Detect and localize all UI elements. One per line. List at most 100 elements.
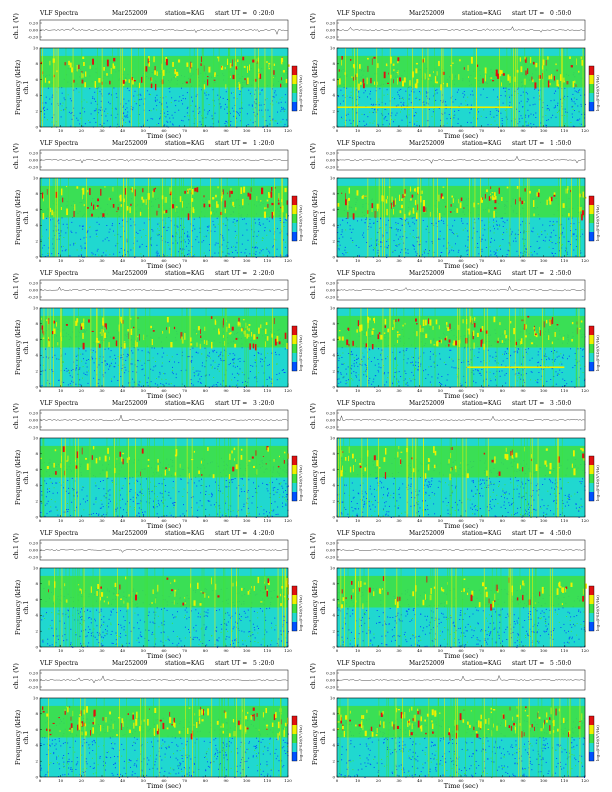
noise-speckle	[411, 361, 413, 363]
noise-speckle	[129, 115, 131, 117]
noise-speckle	[499, 245, 500, 247]
noise-speckle	[79, 123, 81, 125]
noise-speckle	[399, 97, 401, 99]
emission-burst	[91, 330, 94, 332]
noise-speckle	[505, 256, 507, 258]
colorbar-segment	[589, 75, 594, 84]
emission-burst	[260, 200, 262, 202]
noise-speckle	[218, 355, 220, 357]
noise-speckle	[375, 110, 377, 112]
panel-station: station=KAG	[165, 10, 204, 17]
emission-burst	[273, 70, 275, 75]
noise-speckle	[258, 102, 260, 104]
noise-speckle	[214, 105, 215, 107]
ch-tick-label: 0.00	[29, 157, 38, 162]
noise-speckle	[262, 223, 264, 225]
noise-speckle	[41, 385, 43, 386]
emission-burst	[248, 324, 251, 326]
emission-burst	[187, 213, 190, 221]
y-tick-label: 2	[35, 369, 38, 374]
noise-speckle	[556, 221, 558, 223]
noise-speckle	[361, 361, 363, 363]
noise-speckle	[480, 240, 482, 242]
emission-burst	[109, 80, 111, 85]
noise-speckle	[158, 376, 160, 378]
noise-speckle	[81, 360, 83, 362]
emission-burst	[108, 342, 110, 348]
noise-speckle	[193, 375, 195, 377]
noise-speckle	[371, 111, 373, 113]
emission-burst	[415, 82, 418, 89]
noise-speckle	[517, 352, 519, 354]
noise-speckle	[401, 249, 403, 251]
emission-burst	[553, 192, 556, 196]
noise-speckle	[486, 97, 488, 98]
emission-burst	[48, 80, 51, 84]
noise-speckle	[147, 385, 149, 387]
noise-speckle	[561, 245, 563, 247]
emission-burst	[473, 322, 476, 328]
noise-speckle	[516, 108, 517, 110]
noise-speckle	[195, 351, 197, 353]
noise-speckle	[95, 121, 97, 123]
noise-speckle	[125, 116, 127, 118]
spectrogram-plot	[336, 307, 586, 388]
noise-speckle	[170, 383, 172, 385]
noise-speckle	[179, 248, 181, 250]
emission-burst	[120, 204, 122, 207]
noise-speckle	[562, 385, 563, 387]
noise-speckle	[361, 219, 363, 221]
noise-speckle	[224, 108, 226, 110]
noise-speckle	[158, 123, 160, 124]
noise-speckle	[572, 233, 574, 235]
emission-burst	[450, 211, 452, 213]
noise-speckle	[564, 380, 566, 381]
spectrogram-panel: VLF Spectra Mar252009 station=KAG start UT …	[8, 8, 308, 140]
noise-speckle	[105, 250, 107, 252]
noise-speckle	[206, 356, 208, 358]
noise-speckle	[240, 91, 242, 93]
noise-speckle	[67, 384, 69, 386]
noise-speckle	[340, 103, 341, 105]
noise-speckle	[66, 223, 68, 225]
noise-speckle	[519, 121, 521, 123]
emission-burst	[404, 213, 406, 220]
noise-speckle	[205, 116, 207, 118]
noise-speckle	[563, 354, 564, 356]
noise-speckle	[75, 88, 77, 90]
noise-speckle	[260, 361, 261, 363]
noise-speckle	[259, 222, 261, 224]
noise-speckle	[278, 102, 280, 104]
noise-speckle	[520, 100, 522, 102]
noise-speckle	[261, 237, 263, 239]
sferic-streak	[389, 178, 391, 257]
noise-speckle	[464, 227, 466, 229]
emission-burst	[390, 56, 392, 64]
emission-burst	[535, 333, 538, 338]
emission-burst	[496, 340, 499, 344]
noise-speckle	[208, 104, 210, 105]
noise-speckle	[126, 356, 128, 358]
sferic-streak	[65, 48, 67, 127]
noise-speckle	[169, 91, 171, 93]
noise-speckle	[145, 235, 147, 236]
sferic-streak	[138, 48, 139, 127]
noise-speckle	[69, 244, 71, 246]
sferic-streak	[476, 48, 477, 127]
noise-speckle	[221, 235, 223, 237]
noise-speckle	[123, 119, 124, 121]
noise-speckle	[443, 245, 445, 247]
noise-speckle	[481, 250, 483, 252]
noise-speckle	[245, 248, 247, 250]
noise-speckle	[351, 378, 353, 380]
noise-speckle	[448, 252, 450, 254]
noise-speckle	[196, 94, 198, 96]
emission-burst	[518, 197, 521, 202]
sferic-streak	[528, 178, 530, 257]
noise-speckle	[392, 382, 394, 384]
emission-burst	[187, 190, 188, 192]
emission-burst	[415, 62, 418, 65]
noise-speckle	[337, 367, 339, 369]
noise-speckle	[150, 118, 152, 120]
noise-speckle	[348, 111, 350, 113]
